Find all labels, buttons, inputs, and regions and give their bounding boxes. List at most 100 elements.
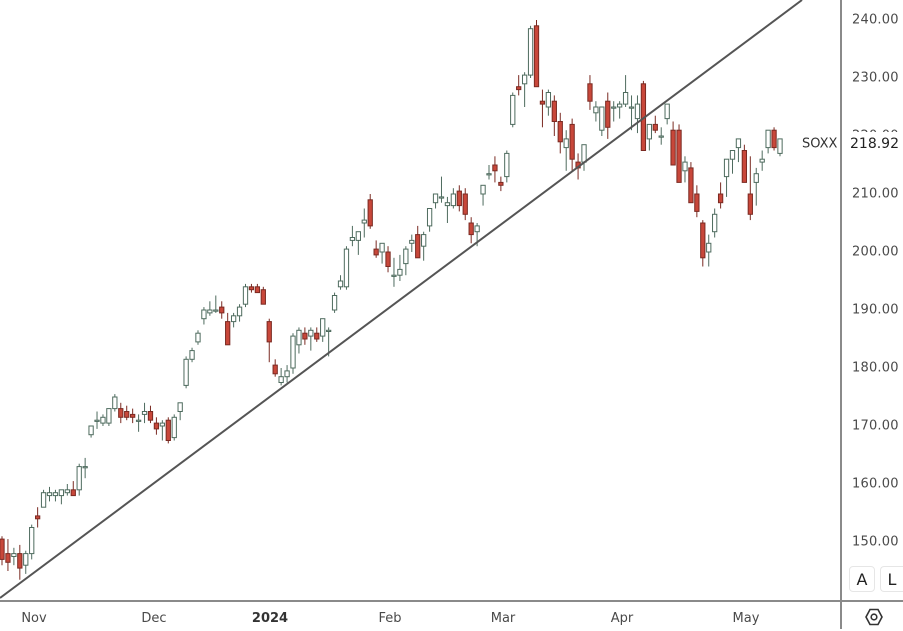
candle: [100, 414, 106, 426]
candle: [266, 318, 272, 363]
candle: [444, 196, 451, 223]
candle: [355, 231, 361, 255]
candle: [320, 318, 326, 342]
candle: [367, 194, 373, 229]
candle: [480, 184, 486, 206]
candle: [581, 144, 587, 171]
candle: [700, 220, 706, 267]
candle: [765, 129, 771, 154]
candle: [753, 167, 759, 206]
candle: [159, 420, 165, 441]
last-price-label: 218.92: [842, 132, 903, 156]
candle: [213, 295, 219, 313]
candle: [557, 112, 563, 154]
candle: [260, 286, 266, 305]
candle: [421, 231, 427, 261]
symbol-label: SOXX: [802, 136, 838, 152]
candle: [468, 217, 474, 244]
candle: [130, 408, 136, 424]
candlestick-chart: [0, 0, 803, 599]
candle: [23, 550, 29, 574]
candle: [112, 394, 118, 412]
time-tick-label: Mar: [490, 611, 516, 626]
price-tick-label: 160.00: [852, 476, 899, 492]
candle: [486, 165, 492, 180]
candle: [236, 304, 243, 322]
candle: [349, 225, 356, 247]
candle: [314, 327, 320, 342]
candle: [712, 208, 718, 238]
candle: [563, 130, 569, 171]
candle: [723, 158, 730, 197]
candle: [35, 507, 41, 528]
log-scale-button[interactable]: L: [880, 566, 903, 592]
candle: [545, 89, 552, 116]
candle: [646, 123, 652, 151]
candle: [688, 162, 694, 204]
candle: [492, 156, 498, 183]
candle: [379, 242, 385, 264]
candle: [640, 80, 647, 151]
candle: [82, 457, 88, 479]
candle: [337, 275, 344, 290]
candle: [510, 92, 516, 128]
candle: [569, 118, 575, 171]
candle: [64, 484, 70, 496]
candle: [391, 257, 397, 287]
time-axis[interactable]: Nov Dec 2024 Feb Mar Apr May: [0, 600, 840, 629]
price-tick-label: 230.00: [852, 70, 899, 86]
candle: [456, 185, 462, 212]
candle: [147, 405, 154, 424]
candle: [777, 138, 783, 157]
candle: [634, 95, 641, 134]
candle: [759, 150, 765, 171]
candle: [664, 103, 670, 125]
candle: [426, 208, 433, 232]
price-tick-label: 190.00: [852, 302, 899, 318]
candle: [76, 463, 82, 496]
price-tick-label: 200.00: [852, 244, 899, 260]
candle: [533, 20, 540, 88]
candle: [58, 489, 65, 505]
candle: [40, 489, 47, 508]
candle: [599, 106, 605, 136]
candle: [88, 425, 94, 438]
candle: [201, 307, 207, 325]
trendline[interactable]: [0, 0, 803, 599]
candle: [462, 188, 468, 221]
candle: [409, 234, 415, 252]
price-tick-label: 170.00: [852, 418, 899, 434]
candle: [735, 138, 742, 163]
candle: [504, 150, 510, 183]
candle: [682, 156, 688, 183]
price-tick-label: 240.00: [852, 12, 899, 28]
candle: [106, 408, 112, 426]
candle: [450, 188, 457, 209]
candle: [628, 95, 635, 131]
candle: [397, 254, 403, 281]
candle: [124, 405, 130, 421]
time-tick-label: Apr: [610, 611, 634, 626]
axis-corner: [840, 600, 903, 629]
plot-area[interactable]: [0, 0, 840, 600]
candle: [135, 414, 142, 432]
candle: [652, 115, 658, 134]
candle: [717, 182, 724, 209]
candle: [521, 72, 528, 107]
auto-scale-button[interactable]: A: [849, 566, 875, 592]
candle: [706, 234, 712, 267]
price-axis[interactable]: 240.00230.00220.00210.00200.00190.00180.…: [840, 0, 903, 600]
candle: [225, 312, 231, 346]
candle: [118, 402, 124, 424]
candle: [527, 25, 534, 78]
candle: [189, 347, 195, 363]
candle: [611, 101, 617, 122]
candle: [551, 95, 557, 136]
candle: [207, 301, 213, 316]
candle: [272, 359, 278, 377]
time-tick-label: 2024: [251, 611, 289, 626]
settings-button[interactable]: [864, 607, 884, 627]
time-tick-label: Nov: [21, 611, 47, 626]
candle: [171, 414, 177, 441]
